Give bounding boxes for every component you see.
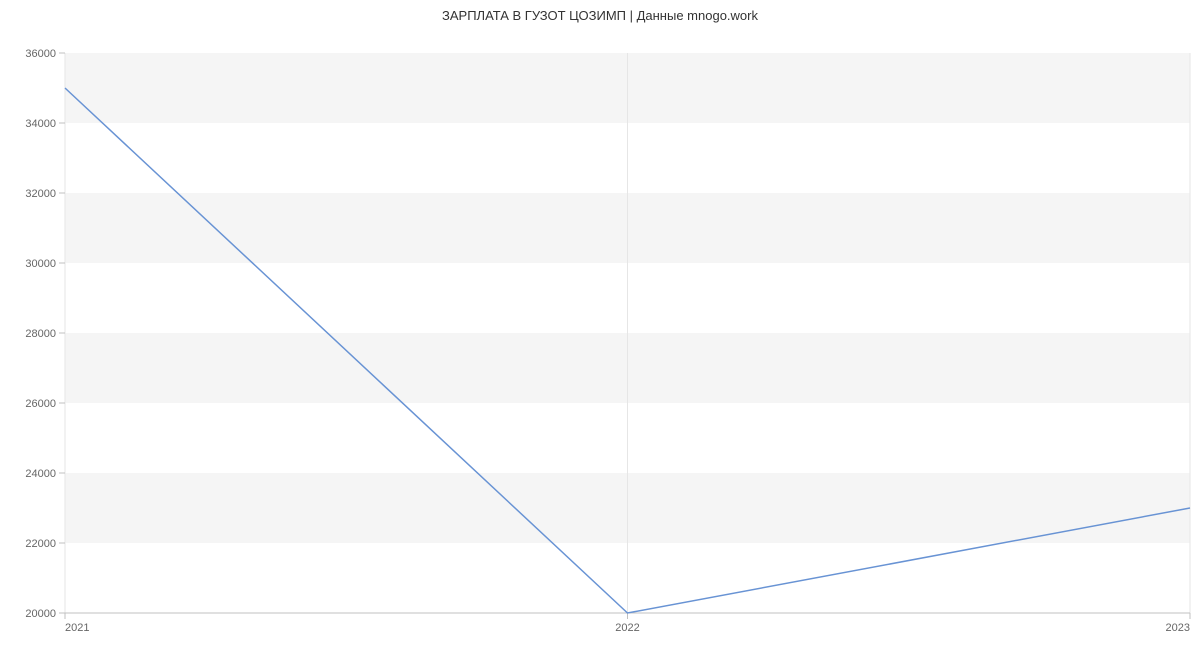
x-tick-label: 2023 bbox=[1166, 622, 1190, 634]
x-tick-label: 2021 bbox=[65, 622, 89, 634]
y-tick-label: 28000 bbox=[25, 328, 56, 340]
y-tick-label: 36000 bbox=[25, 48, 56, 60]
y-tick-label: 30000 bbox=[25, 258, 56, 270]
y-tick-label: 26000 bbox=[25, 398, 56, 410]
chart-title: ЗАРПЛАТА В ГУЗОТ ЦОЗИМП | Данные mnogo.w… bbox=[0, 8, 1200, 23]
y-tick-label: 20000 bbox=[25, 608, 56, 620]
y-tick-label: 24000 bbox=[25, 468, 56, 480]
y-tick-label: 32000 bbox=[25, 188, 56, 200]
chart-svg: 20000 22000 24000 26000 28000 30000 32000 34000… bbox=[0, 0, 1200, 650]
y-tick-label: 22000 bbox=[25, 538, 56, 550]
x-tick-label: 2022 bbox=[615, 622, 639, 634]
y-tick-label: 34000 bbox=[25, 118, 56, 130]
salary-line-chart: ЗАРПЛАТА В ГУЗОТ ЦОЗИМП | Данные mnogo.w… bbox=[0, 0, 1200, 650]
